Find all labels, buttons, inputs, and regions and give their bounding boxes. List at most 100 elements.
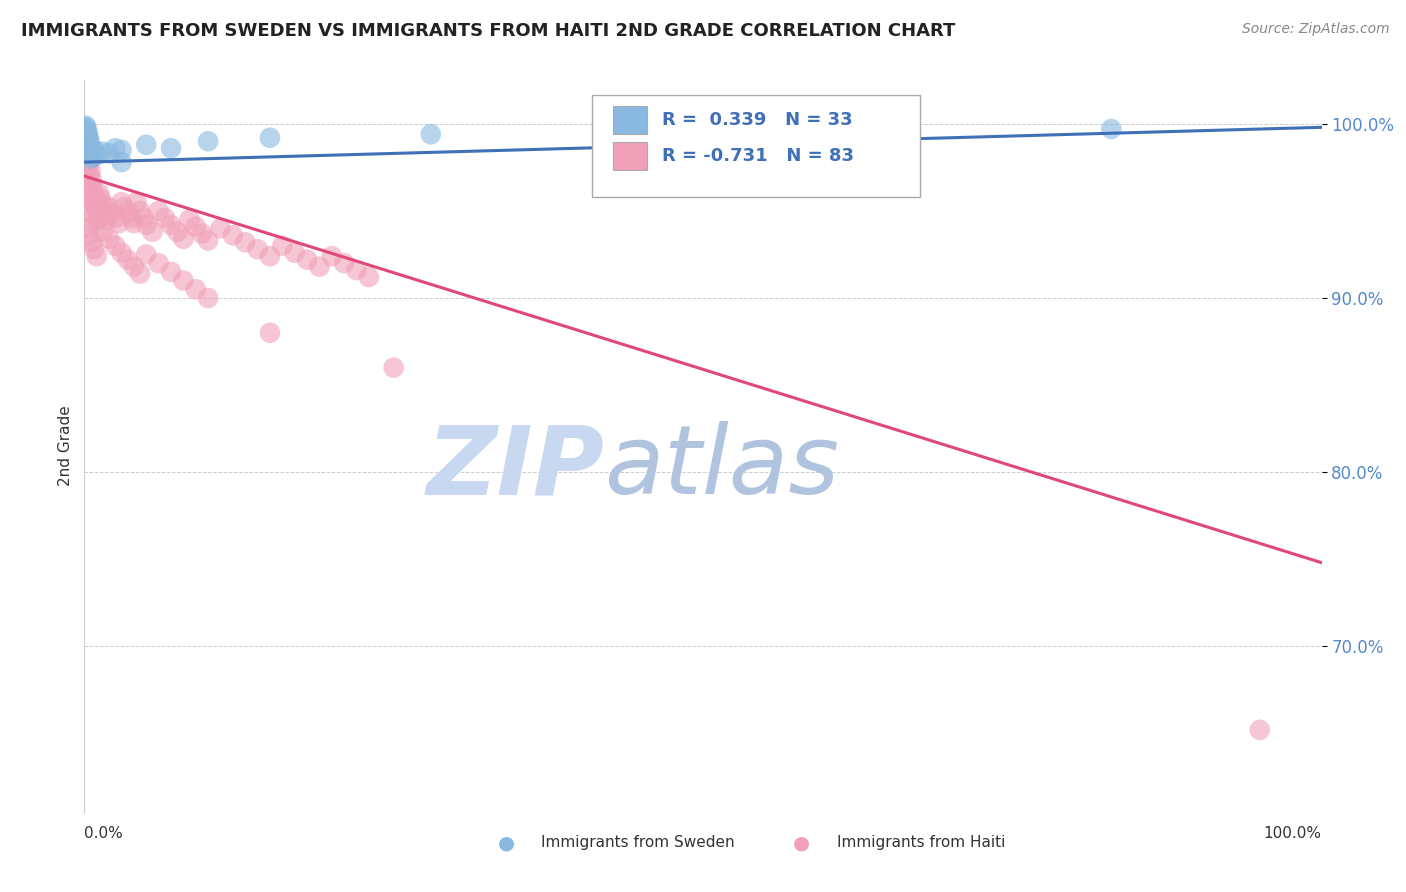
Point bbox=[76, 152, 98, 166]
Point bbox=[80, 186, 103, 201]
Point bbox=[80, 235, 103, 250]
Point bbox=[82, 181, 104, 195]
Point bbox=[77, 146, 100, 161]
Point bbox=[179, 212, 201, 227]
Point bbox=[166, 225, 188, 239]
Point bbox=[75, 120, 97, 135]
Point bbox=[75, 134, 97, 148]
Text: ●: ● bbox=[498, 833, 515, 853]
Point bbox=[104, 238, 127, 252]
Point bbox=[75, 119, 97, 133]
Point bbox=[96, 212, 118, 227]
Point bbox=[117, 252, 139, 267]
Point bbox=[308, 260, 330, 274]
Point bbox=[132, 211, 155, 225]
Point bbox=[83, 190, 105, 204]
Point bbox=[75, 134, 97, 148]
Point bbox=[98, 146, 121, 161]
Point bbox=[110, 245, 132, 260]
Point bbox=[77, 221, 100, 235]
Point bbox=[419, 128, 441, 142]
Text: ●: ● bbox=[793, 833, 810, 853]
Point bbox=[110, 143, 132, 157]
Point bbox=[80, 172, 103, 186]
Point bbox=[79, 228, 101, 243]
Point bbox=[83, 143, 105, 157]
Point bbox=[104, 141, 127, 155]
Point bbox=[197, 291, 219, 305]
Point bbox=[90, 202, 112, 216]
Point bbox=[79, 136, 101, 150]
Point bbox=[382, 360, 405, 375]
Point bbox=[222, 228, 245, 243]
Point bbox=[86, 203, 108, 218]
Point bbox=[110, 195, 132, 210]
Point bbox=[86, 249, 108, 263]
Point bbox=[76, 137, 98, 152]
Point bbox=[197, 234, 219, 248]
Point bbox=[79, 143, 101, 157]
Text: R =  0.339   N = 33: R = 0.339 N = 33 bbox=[662, 111, 853, 128]
Point bbox=[100, 205, 122, 219]
Point bbox=[84, 216, 107, 230]
Point bbox=[1249, 723, 1271, 737]
Point bbox=[91, 197, 114, 211]
Point bbox=[91, 225, 114, 239]
Point bbox=[79, 146, 101, 161]
Point bbox=[79, 169, 101, 183]
Point bbox=[93, 207, 115, 221]
Text: 100.0%: 100.0% bbox=[1264, 827, 1322, 841]
FancyBboxPatch shape bbox=[592, 95, 920, 197]
Point bbox=[160, 265, 183, 279]
Point bbox=[82, 195, 104, 210]
Point bbox=[80, 148, 103, 162]
Point bbox=[79, 132, 101, 146]
Point bbox=[135, 218, 157, 232]
Point bbox=[233, 235, 256, 250]
Point bbox=[271, 238, 294, 252]
Point bbox=[77, 161, 100, 175]
Point bbox=[1099, 122, 1122, 136]
Point bbox=[82, 150, 104, 164]
Point bbox=[172, 274, 194, 288]
Point bbox=[76, 203, 98, 218]
Point bbox=[91, 145, 114, 159]
Point bbox=[259, 326, 281, 340]
Point bbox=[135, 247, 157, 261]
Point bbox=[87, 212, 110, 227]
Point bbox=[77, 128, 100, 142]
Point bbox=[86, 148, 108, 162]
Point bbox=[76, 122, 98, 136]
Point bbox=[197, 134, 219, 148]
Point bbox=[76, 124, 98, 138]
Point bbox=[79, 178, 101, 192]
Point bbox=[77, 130, 100, 145]
Point bbox=[77, 141, 100, 155]
Point bbox=[79, 155, 101, 169]
Point bbox=[110, 155, 132, 169]
Text: IMMIGRANTS FROM SWEDEN VS IMMIGRANTS FROM HAITI 2ND GRADE CORRELATION CHART: IMMIGRANTS FROM SWEDEN VS IMMIGRANTS FRO… bbox=[21, 22, 956, 40]
Point bbox=[141, 225, 163, 239]
Point bbox=[98, 201, 121, 215]
Point bbox=[76, 128, 98, 143]
Point bbox=[184, 282, 207, 296]
Point bbox=[83, 242, 105, 256]
Point bbox=[135, 137, 157, 152]
Text: ZIP: ZIP bbox=[426, 421, 605, 515]
Point bbox=[246, 242, 269, 256]
Point bbox=[321, 249, 343, 263]
Point bbox=[172, 232, 194, 246]
Text: R = -0.731   N = 83: R = -0.731 N = 83 bbox=[662, 147, 855, 165]
Point bbox=[160, 218, 183, 232]
Point bbox=[148, 256, 170, 270]
Point bbox=[79, 139, 101, 153]
Point bbox=[76, 137, 98, 152]
Point bbox=[122, 260, 145, 274]
Text: 0.0%: 0.0% bbox=[84, 827, 124, 841]
Point bbox=[184, 219, 207, 234]
Text: atlas: atlas bbox=[605, 421, 839, 515]
Bar bbox=[613, 143, 647, 170]
Point bbox=[333, 256, 356, 270]
Point bbox=[83, 207, 105, 221]
Point bbox=[125, 195, 148, 210]
